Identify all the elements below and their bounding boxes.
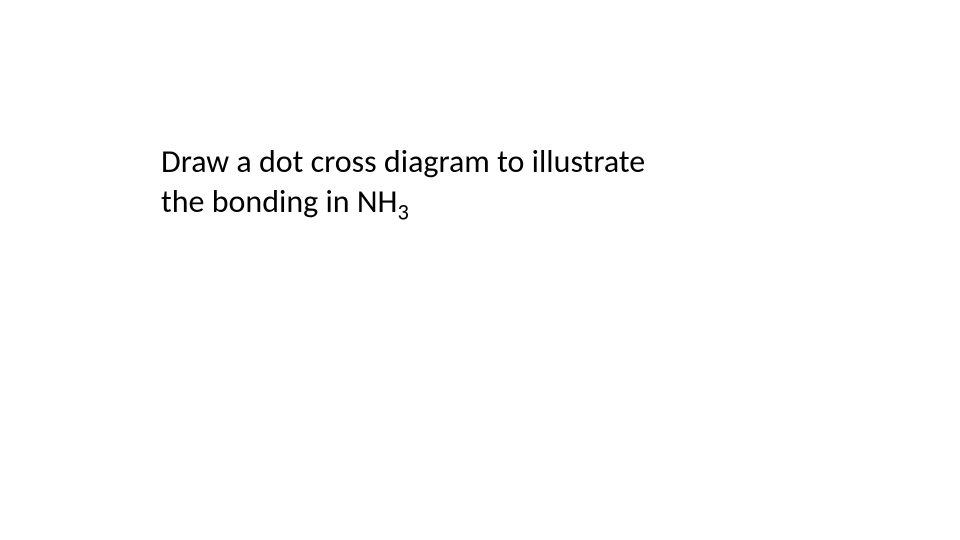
slide: Draw a dot cross diagram to illustrate t…: [0, 0, 960, 540]
text-line-2-prefix: the bonding in NH: [161, 182, 397, 221]
question-text: Draw a dot cross diagram to illustrate t…: [161, 142, 781, 222]
text-line-1: Draw a dot cross diagram to illustrate: [161, 142, 645, 181]
text-line-2-subscript: 3: [397, 199, 408, 226]
